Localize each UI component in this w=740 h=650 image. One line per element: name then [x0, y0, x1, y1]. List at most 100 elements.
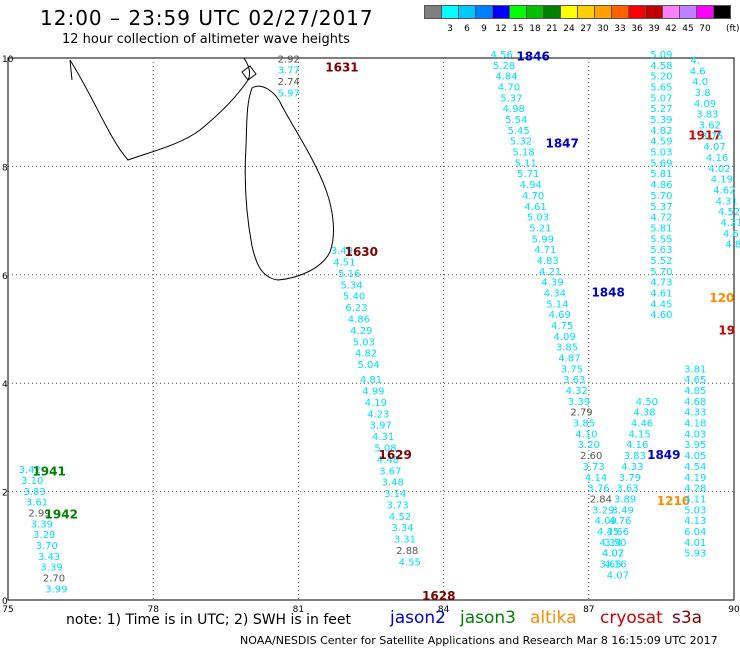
- swh-value: 4.09: [694, 99, 716, 110]
- legend-cryosat: cryosat: [600, 608, 663, 628]
- pass-time-label: 19: [718, 323, 735, 337]
- swh-value: 4.82: [650, 126, 672, 137]
- swh-value: 5.03: [650, 148, 672, 159]
- swh-value: 3.81: [684, 364, 706, 375]
- swh-value: 4.38: [633, 408, 655, 419]
- scale-label: 12: [495, 24, 507, 34]
- swh-value: 5.27: [650, 104, 672, 115]
- swh-value: 4.21: [720, 218, 740, 229]
- swh-value: 3.97: [370, 421, 392, 432]
- swh-value: 6.04: [684, 527, 706, 538]
- pass-time-label: 120: [709, 291, 734, 305]
- swh-value: 4.94: [520, 180, 542, 191]
- swh-value: 5.93: [684, 549, 706, 560]
- pass-time-label: 1631: [325, 61, 358, 75]
- swh-value: 5.81: [650, 169, 672, 180]
- swh-value: 5.52: [650, 256, 672, 267]
- map-title: 12:00 – 23:59 UTC 02/27/2017: [40, 6, 374, 30]
- scale-label: 24: [563, 24, 575, 34]
- swh-value: 4.19: [684, 473, 706, 484]
- swh-value: 4.52: [389, 512, 411, 523]
- swh-value: 4.19: [365, 398, 387, 409]
- swh-value: 4.76: [609, 516, 631, 527]
- y-tick-label: 0: [2, 597, 8, 607]
- legend-altika: altika: [530, 608, 577, 628]
- swh-value: 5.45: [507, 126, 529, 137]
- swh-value: 5.70: [650, 267, 672, 278]
- swh-value: 5.81: [650, 223, 672, 234]
- swh-value: 4.55: [399, 557, 421, 568]
- pass-time-label: 1210: [657, 494, 690, 508]
- scale-label: 18: [529, 24, 541, 34]
- swh-value: 3.14: [384, 489, 406, 500]
- swh-value: 2.74: [278, 77, 300, 88]
- swh-value: 3.95: [684, 440, 706, 451]
- swh-value: 5.55: [650, 234, 672, 245]
- swh-value: 3.73: [583, 462, 605, 473]
- swh-value: 4.52: [718, 207, 740, 218]
- swh-value: 4.45: [597, 527, 619, 538]
- swh-value: 3.29: [33, 530, 55, 541]
- swh-value: 2.99: [28, 509, 50, 520]
- y-tick-label: 4: [2, 380, 8, 390]
- swh-value: 3.34: [391, 523, 413, 534]
- scale-label: 3: [447, 24, 453, 34]
- swh-value: 4.34: [599, 538, 621, 549]
- scale-label: 45: [682, 24, 694, 34]
- swh-value: 3.75: [561, 364, 583, 375]
- swh-value: 3.83: [624, 451, 646, 462]
- swh-value: 5.97: [278, 88, 300, 99]
- swh-value: 5.32: [510, 137, 532, 148]
- swh-value: 4.31: [716, 196, 738, 207]
- swh-value: 3.31: [394, 535, 416, 546]
- swh-value: 4.18: [684, 419, 706, 430]
- scale-label: 39: [648, 24, 660, 34]
- x-tick-label: 78: [147, 605, 159, 615]
- swh-value: 4.34: [544, 288, 566, 299]
- swh-value: 4.99: [362, 387, 384, 398]
- swh-value: 5.11: [515, 158, 537, 169]
- swh-value: 5.09: [650, 50, 672, 61]
- swh-value: 2.92: [278, 54, 300, 65]
- swh-value: 3.29: [592, 505, 614, 516]
- swh-value: 4.70: [522, 191, 544, 202]
- swh-value: 2.70: [43, 574, 65, 585]
- swh-value: 4.85: [725, 240, 740, 251]
- plot-frame: [7, 57, 735, 601]
- swh-value: 5.34: [341, 280, 363, 291]
- swh-value: 4.23: [367, 409, 389, 420]
- pass-time-label: 1629: [378, 448, 411, 462]
- swh-value: 4.33: [684, 408, 706, 419]
- swh-value: 4.29: [350, 326, 372, 337]
- swh-value: 3.61: [26, 498, 48, 509]
- swh-value: 4.09: [553, 332, 575, 343]
- swh-value: 4.82: [355, 349, 377, 360]
- swh-value: 4.33: [621, 462, 643, 473]
- swh-value: 4.10: [575, 429, 597, 440]
- swh-value: 4.02: [708, 164, 730, 175]
- note-text: note: 1) Time is in UTC; 2) SWH is in fe…: [66, 612, 352, 628]
- swh-value: 4.51: [333, 258, 355, 269]
- scale-label: 27: [580, 24, 592, 34]
- swh-value: 4.69: [549, 310, 571, 321]
- swh-value: 4.11: [684, 494, 706, 505]
- swh-value: 3.8: [695, 88, 711, 99]
- swh-value: 5.14: [546, 299, 568, 310]
- x-tick-label: 75: [2, 605, 13, 615]
- swh-value: 4.45: [650, 299, 672, 310]
- scale-label: 21: [546, 24, 558, 34]
- swh-value: 3.73: [386, 500, 408, 511]
- swh-value: 5.65: [650, 83, 672, 94]
- x-tick-label: 84: [438, 605, 450, 615]
- map-subtitle: 12 hour collection of altimeter wave hei…: [62, 32, 350, 47]
- scale-label: 42: [665, 24, 677, 34]
- swh-value: 3.83: [696, 110, 718, 121]
- swh-value: 4.67: [723, 229, 740, 240]
- y-tick-label: 8: [2, 163, 8, 173]
- swh-value: 4.39: [541, 278, 563, 289]
- swh-value: 4.05: [684, 451, 706, 462]
- x-tick-label: 90: [728, 605, 740, 615]
- scale-label: 6: [464, 24, 470, 34]
- sri-lanka-coast: [244, 85, 334, 281]
- swh-value: 3.70: [36, 541, 58, 552]
